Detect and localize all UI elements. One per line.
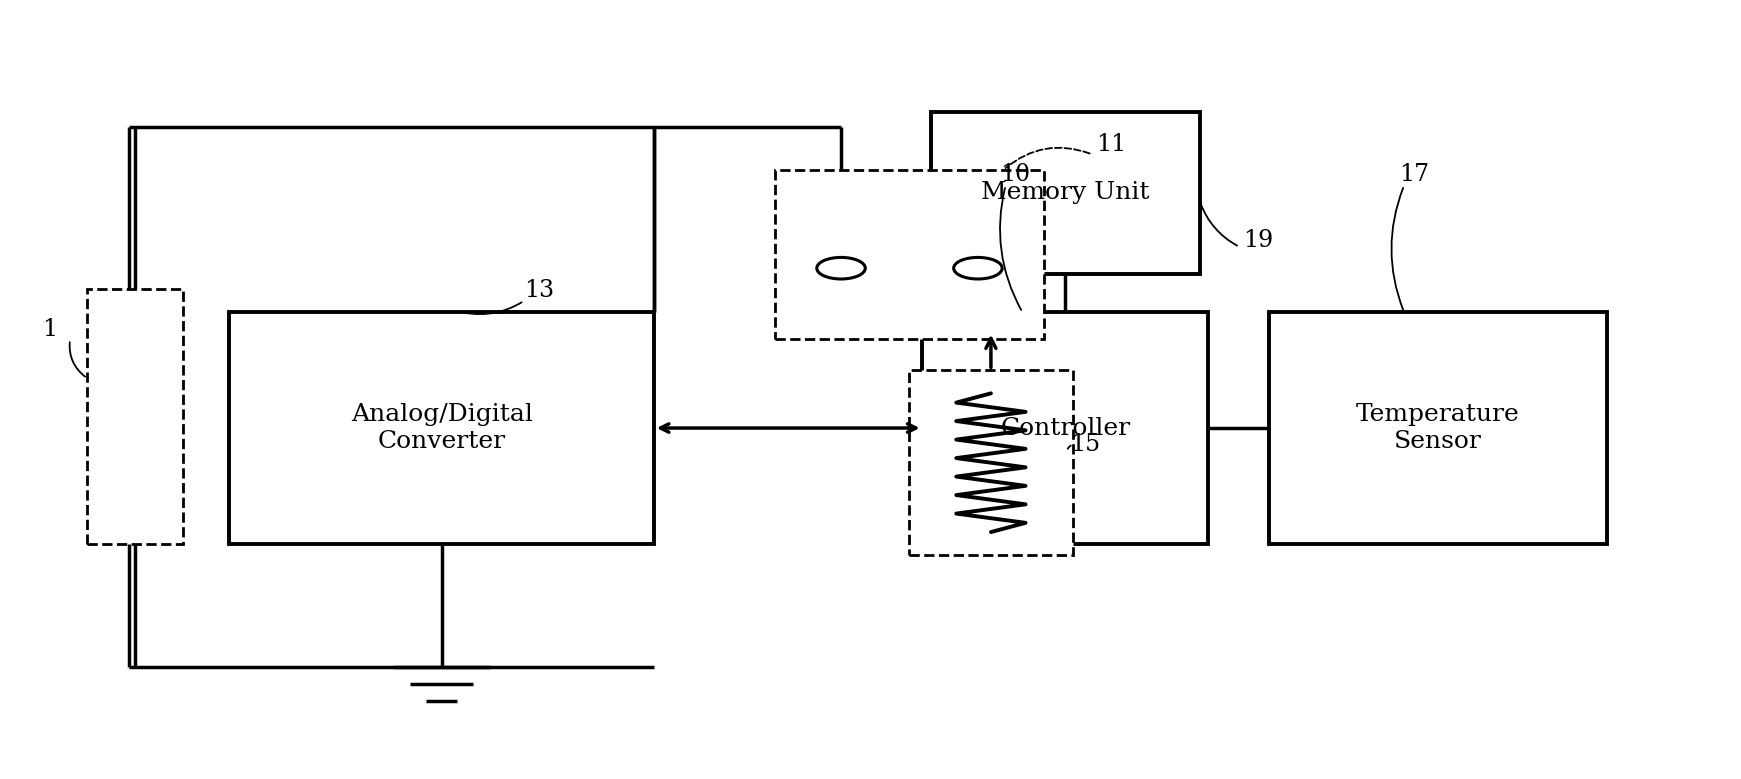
Text: 15: 15 — [1069, 433, 1100, 456]
Bar — [923, 312, 1208, 544]
Text: Temperature
Sensor: Temperature Sensor — [1356, 404, 1520, 453]
Text: 1: 1 — [42, 318, 57, 340]
Bar — [931, 112, 1200, 274]
Text: 19: 19 — [1243, 229, 1273, 252]
Circle shape — [817, 257, 865, 279]
Text: 17: 17 — [1400, 164, 1429, 186]
Text: Controller: Controller — [1001, 417, 1130, 439]
Bar — [775, 170, 1045, 340]
Text: 13: 13 — [524, 279, 554, 302]
Bar — [909, 370, 1072, 555]
Bar — [230, 312, 655, 544]
Circle shape — [954, 257, 1003, 279]
Text: Memory Unit: Memory Unit — [982, 182, 1149, 204]
Bar — [1269, 312, 1607, 544]
Text: Analog/Digital
Converter: Analog/Digital Converter — [350, 404, 533, 453]
Text: 11: 11 — [1095, 132, 1126, 156]
Bar — [87, 289, 183, 544]
Text: 10: 10 — [1001, 164, 1031, 186]
